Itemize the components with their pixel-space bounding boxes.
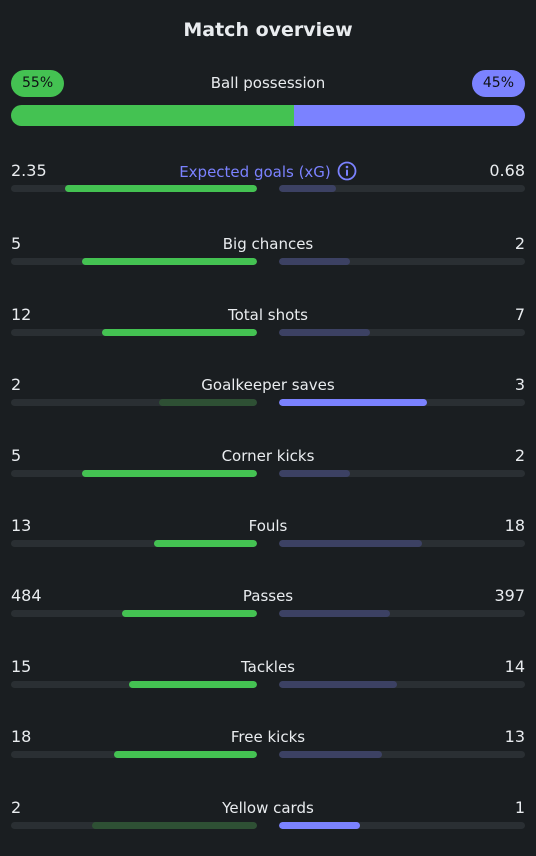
away-stat-track xyxy=(279,751,525,758)
stat-label-text: Corner kicks xyxy=(221,447,315,465)
stat-label: Yellow cards xyxy=(11,798,525,818)
home-stat-value: 484 xyxy=(11,586,42,605)
stat-label-text: Passes xyxy=(242,587,294,605)
away-stat-bar xyxy=(279,822,361,829)
home-stat-bar xyxy=(121,610,257,617)
away-stat-track xyxy=(279,185,525,192)
ball-possession-label: Ball possession xyxy=(210,74,326,92)
home-stat-value: 15 xyxy=(11,657,32,676)
home-stat-bar xyxy=(114,751,257,758)
home-possession-badge: 55% xyxy=(11,70,65,97)
away-stat-bar xyxy=(279,681,398,688)
ball-possession-bar xyxy=(11,105,525,126)
home-stat-bar xyxy=(158,399,257,406)
stat-label-text: Fouls xyxy=(248,517,288,535)
home-stat-track xyxy=(11,822,257,829)
stat-label: Tackles xyxy=(11,657,525,677)
home-stat-value: 12 xyxy=(11,305,32,324)
stat-row: 15 Tackles 14 xyxy=(11,657,525,697)
away-possession-badge: 45% xyxy=(471,70,525,97)
home-stat-bar xyxy=(102,329,257,336)
away-stat-track xyxy=(279,399,525,406)
home-stat-value: 2 xyxy=(11,375,22,394)
stat-row: 13 Fouls 18 xyxy=(11,516,525,556)
stat-label: Big chances xyxy=(11,234,525,254)
away-stat-bar xyxy=(279,470,351,477)
stat-row: 5 Big chances 2 xyxy=(11,234,525,274)
stat-label: Passes xyxy=(11,586,525,606)
away-stat-value: 13 xyxy=(504,727,525,746)
info-icon[interactable] xyxy=(337,161,357,181)
home-stat-track xyxy=(11,258,257,265)
home-stat-bar xyxy=(129,681,257,688)
away-stat-track xyxy=(279,470,525,477)
away-stat-bar xyxy=(279,329,371,336)
home-stat-track xyxy=(11,329,257,336)
ball-possession-header: 55% Ball possession 45% xyxy=(11,70,525,97)
home-stat-track xyxy=(11,185,257,192)
stat-label: Corner kicks xyxy=(11,446,525,466)
away-stat-bar xyxy=(279,399,427,406)
away-stat-track xyxy=(279,540,525,547)
home-stat-value: 2 xyxy=(11,798,22,817)
stat-label-text: Free kicks xyxy=(230,728,306,746)
home-stat-bar xyxy=(65,185,257,192)
home-stat-track xyxy=(11,470,257,477)
page-title: Match overview xyxy=(183,19,353,41)
away-stat-value: 3 xyxy=(514,375,525,394)
away-stat-track xyxy=(279,329,525,336)
stat-label: Total shots xyxy=(11,305,525,325)
away-stat-bar xyxy=(279,185,336,192)
away-possession-fill xyxy=(293,105,525,126)
away-stat-track xyxy=(279,681,525,688)
away-stat-bar xyxy=(279,258,351,265)
stat-label-text: Expected goals (xG) xyxy=(179,163,331,181)
home-stat-value: 5 xyxy=(11,446,22,465)
stat-label: Free kicks xyxy=(11,727,525,747)
stat-label-text: Total shots xyxy=(228,306,308,324)
home-stat-bar xyxy=(82,258,257,265)
away-stat-value: 1 xyxy=(514,798,525,817)
away-stat-bar xyxy=(279,540,422,547)
home-stat-value: 5 xyxy=(11,234,22,253)
away-stat-track xyxy=(279,610,525,617)
stat-label: Fouls xyxy=(11,516,525,536)
stat-row: 2 Goalkeeper saves 3 xyxy=(11,375,525,415)
stat-row: 484 Passes 397 xyxy=(11,586,525,626)
stat-label: Expected goals (xG) xyxy=(11,161,525,182)
home-possession-fill xyxy=(11,105,294,126)
away-stat-bar xyxy=(279,751,383,758)
home-stat-track xyxy=(11,399,257,406)
away-stat-value: 18 xyxy=(504,516,525,535)
away-stat-value: 397 xyxy=(494,586,525,605)
stat-row: 2.35 Expected goals (xG) 0.68 xyxy=(11,161,525,201)
away-stat-value: 0.68 xyxy=(489,161,525,180)
home-stat-bar xyxy=(92,822,257,829)
home-stat-value: 2.35 xyxy=(11,161,47,180)
home-stat-value: 18 xyxy=(11,727,32,746)
away-stat-track xyxy=(279,258,525,265)
stat-label-text: Tackles xyxy=(240,658,296,676)
away-stat-value: 14 xyxy=(504,657,525,676)
away-stat-track xyxy=(279,822,525,829)
away-stat-bar xyxy=(279,610,390,617)
away-stat-value: 7 xyxy=(514,305,525,324)
stat-label-text: Big chances xyxy=(222,235,314,253)
home-stat-track xyxy=(11,681,257,688)
stat-row: 12 Total shots 7 xyxy=(11,305,525,345)
home-stat-bar xyxy=(82,470,257,477)
away-stat-value: 2 xyxy=(514,446,525,465)
home-stat-value: 13 xyxy=(11,516,32,535)
home-stat-bar xyxy=(153,540,257,547)
stat-row: 18 Free kicks 13 xyxy=(11,727,525,767)
home-stat-track xyxy=(11,610,257,617)
stat-row: 2 Yellow cards 1 xyxy=(11,798,525,838)
away-stat-value: 2 xyxy=(514,234,525,253)
stat-label: Goalkeeper saves xyxy=(11,375,525,395)
stat-label-text: Goalkeeper saves xyxy=(201,376,335,394)
home-stat-track xyxy=(11,540,257,547)
stat-row: 5 Corner kicks 2 xyxy=(11,446,525,486)
home-stat-track xyxy=(11,751,257,758)
stat-label-text: Yellow cards xyxy=(222,799,314,817)
